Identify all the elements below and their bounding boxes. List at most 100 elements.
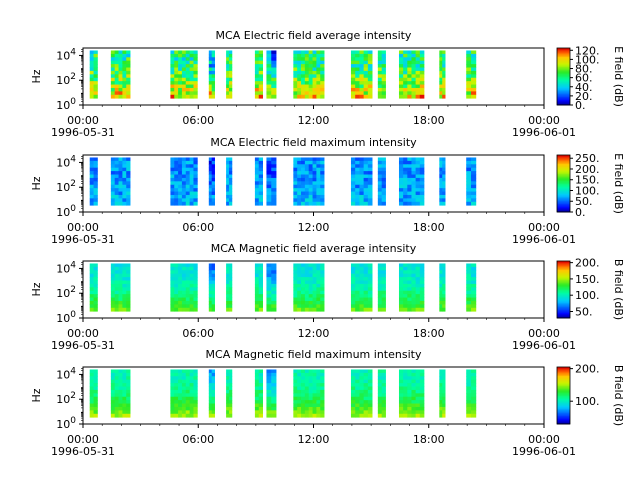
spectrogram-cell bbox=[398, 84, 404, 89]
spectrogram-cell bbox=[181, 64, 187, 68]
spectrogram-cell bbox=[411, 266, 417, 271]
spectrogram-cell bbox=[228, 94, 233, 99]
spectrogram-cell bbox=[312, 266, 317, 271]
spectrogram-cell bbox=[381, 273, 386, 278]
spectrogram-cell bbox=[308, 396, 313, 401]
spectrogram-cell bbox=[226, 389, 230, 394]
spectrogram-cell bbox=[320, 167, 325, 172]
spectrogram-cell bbox=[189, 376, 194, 381]
spectrogram-cell bbox=[122, 94, 127, 99]
spectrogram-cell bbox=[122, 64, 127, 68]
spectrogram-cell bbox=[355, 379, 360, 384]
spectrogram-cell bbox=[193, 307, 198, 312]
spectrogram-cell bbox=[312, 277, 317, 281]
spectrogram-cell bbox=[254, 67, 260, 72]
spectrogram-cell bbox=[312, 287, 317, 292]
colorbar-swatch bbox=[557, 401, 570, 404]
spectrogram-cell bbox=[363, 81, 369, 85]
spectrogram-cell bbox=[411, 91, 417, 96]
spectrogram-cell bbox=[381, 290, 386, 295]
spectrogram-cell bbox=[367, 270, 373, 275]
spectrogram-cell bbox=[407, 191, 412, 196]
spectrogram-cell bbox=[359, 266, 365, 271]
spectrogram-cell bbox=[363, 294, 369, 298]
spectrogram-cell bbox=[350, 403, 356, 408]
spectrogram-cell bbox=[185, 376, 190, 381]
spectrogram-cell bbox=[398, 74, 404, 79]
spectrogram-cell bbox=[208, 60, 213, 65]
colorbar-swatch bbox=[557, 396, 570, 399]
colorbar-swatch bbox=[557, 367, 570, 369]
spectrogram-cell bbox=[411, 181, 417, 186]
spectrogram-cell bbox=[350, 87, 356, 92]
spectrogram-cell bbox=[93, 50, 98, 55]
spectrogram-cell bbox=[439, 270, 443, 275]
spectrogram-cell bbox=[439, 70, 443, 75]
spectrogram-cell bbox=[266, 413, 272, 418]
spectrogram-cell bbox=[174, 307, 179, 312]
spectrogram-cell bbox=[407, 160, 412, 165]
spectrogram-cell bbox=[208, 201, 213, 206]
spectrogram-cell bbox=[471, 307, 477, 312]
spectrogram-cell bbox=[114, 160, 119, 165]
spectrogram-cell bbox=[398, 304, 404, 309]
spectrogram-cell bbox=[308, 369, 313, 374]
spectrogram-cell bbox=[293, 283, 298, 288]
spectrogram-cell bbox=[208, 393, 213, 398]
spectrogram-cell bbox=[471, 389, 477, 394]
spectrogram-cell bbox=[122, 171, 127, 175]
spectrogram-cell bbox=[398, 263, 404, 268]
spectrogram-cell bbox=[442, 372, 446, 377]
spectrogram-cell bbox=[266, 74, 272, 79]
spectrogram-cell bbox=[442, 94, 446, 99]
spectrogram-cell bbox=[208, 410, 213, 415]
spectrogram-cell bbox=[359, 283, 365, 288]
spectrogram-cell bbox=[316, 70, 321, 75]
spectrogram-cell bbox=[181, 270, 187, 275]
spectrogram-cell bbox=[297, 67, 302, 72]
spectrogram-cell bbox=[110, 300, 116, 305]
spectrogram-cell bbox=[308, 164, 313, 169]
spectrogram-cell bbox=[226, 294, 230, 298]
spectrogram-cell bbox=[170, 87, 175, 92]
spectrogram-cell bbox=[114, 188, 119, 192]
spectrogram-cell bbox=[185, 194, 190, 199]
spectrogram-cell bbox=[110, 157, 116, 162]
spectrogram-cell bbox=[304, 50, 310, 55]
spectrogram-cell bbox=[350, 376, 356, 381]
spectrogram-cell bbox=[308, 270, 313, 275]
spectrogram-cell bbox=[367, 181, 373, 186]
spectrogram-cell bbox=[355, 383, 360, 387]
spectrogram-cell bbox=[419, 167, 425, 172]
colorbar-swatch bbox=[557, 386, 570, 389]
spectrogram-cell bbox=[228, 403, 233, 408]
spectrogram-cell bbox=[208, 304, 213, 309]
spectrogram-cell bbox=[293, 60, 298, 65]
spectrogram-cell bbox=[297, 184, 302, 189]
y-tick-label: 104 bbox=[56, 366, 76, 381]
colorbar-swatch bbox=[557, 86, 570, 89]
spectrogram-cell bbox=[89, 74, 94, 79]
spectrogram-cell bbox=[367, 389, 373, 394]
spectrogram-cell bbox=[301, 400, 306, 404]
spectrogram-cell bbox=[466, 297, 472, 302]
colorbar-swatch bbox=[557, 97, 570, 100]
spectrogram-cell bbox=[185, 64, 190, 68]
spectrogram-cell bbox=[254, 287, 260, 292]
spectrogram-cell bbox=[178, 87, 183, 92]
spectrogram-cell bbox=[174, 194, 179, 199]
spectrogram-cell bbox=[312, 283, 317, 288]
spectrogram-cell bbox=[363, 191, 369, 196]
spectrogram-cell bbox=[439, 84, 443, 89]
spectrogram-cell bbox=[118, 174, 123, 179]
spectrogram-cell bbox=[189, 294, 194, 298]
spectrogram-cell bbox=[304, 273, 310, 278]
spectrogram-cell bbox=[254, 406, 260, 411]
spectrogram-cell bbox=[439, 181, 443, 186]
spectrogram-cell bbox=[122, 174, 127, 179]
spectrogram-cell bbox=[367, 198, 373, 203]
spectrogram-cell bbox=[312, 290, 317, 295]
spectrogram-cell bbox=[118, 57, 123, 62]
spectrogram-cell bbox=[189, 410, 194, 415]
spectrogram-cell bbox=[293, 157, 298, 162]
